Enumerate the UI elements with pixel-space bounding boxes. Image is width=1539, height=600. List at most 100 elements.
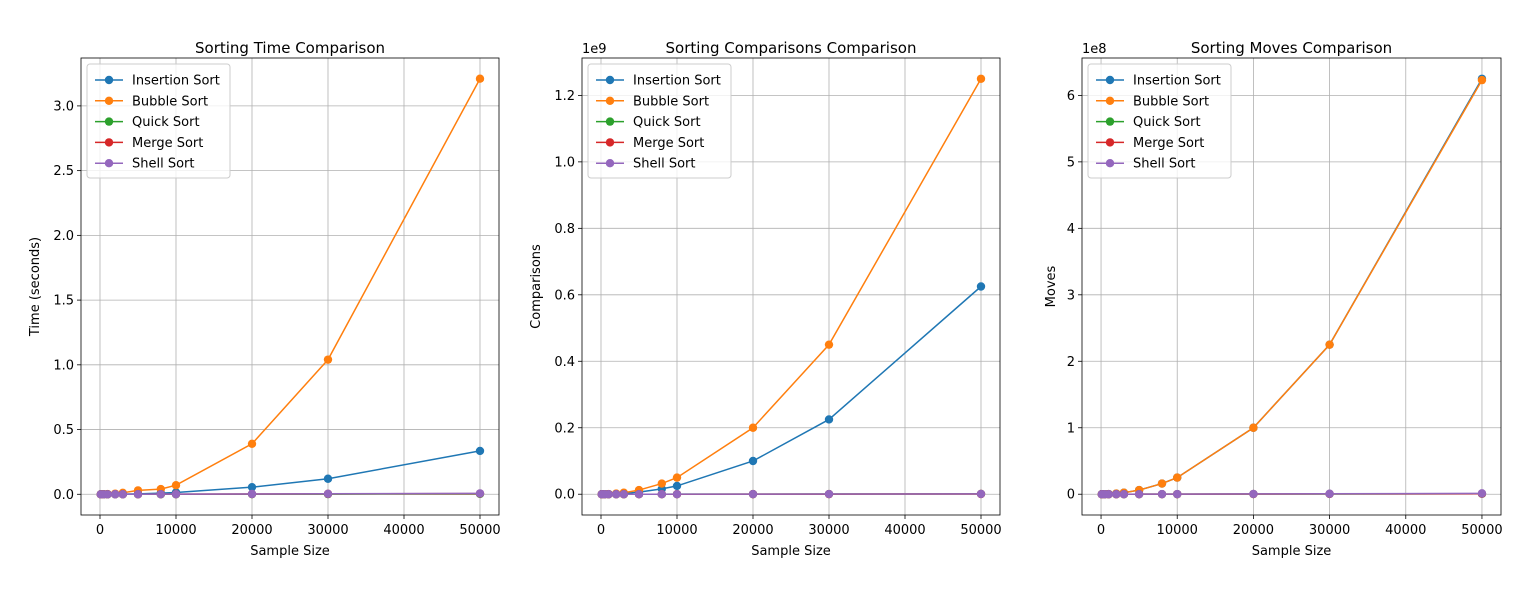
x-tick-label: 20000 [1233, 523, 1274, 538]
y-tick-label: 1.0 [53, 358, 74, 373]
data-point-bubble-sort [1477, 75, 1487, 85]
legend-marker [1105, 75, 1115, 85]
legend-marker [104, 96, 114, 106]
x-tick-label: 30000 [307, 523, 348, 538]
legend-label: Quick Sort [1133, 115, 1201, 130]
legend-label: Shell Sort [1133, 157, 1196, 172]
legend-marker [1105, 117, 1115, 126]
data-point-bubble-sort [976, 74, 986, 83]
y-tick-label: 3 [1067, 288, 1075, 303]
data-point-bubble-sort [1325, 340, 1334, 349]
legend-box [86, 63, 231, 179]
legend-marker [104, 117, 114, 126]
y-tick-label: 1.2 [554, 89, 575, 104]
y-tick-label: 6 [1067, 89, 1075, 104]
chart-title: Sorting Comparisons Comparison [666, 39, 917, 57]
data-point-insertion-sort [976, 282, 986, 291]
data-point-bubble-sort [748, 423, 758, 432]
data-point-bubble-sort [475, 74, 485, 83]
data-point-bubble-sort [323, 355, 333, 364]
x-axis-label: Sample Size [1252, 544, 1332, 559]
x-tick-label: 30000 [808, 523, 849, 538]
x-tick-label: 40000 [884, 523, 925, 538]
y-tick-label: 3.0 [53, 99, 74, 114]
data-point-shell-sort [1104, 490, 1113, 499]
data-point-shell-sort [103, 490, 112, 499]
y-axis-label: Time (seconds) [28, 237, 43, 337]
data-point-shell-sort [156, 489, 165, 499]
legend-label: Insertion Sort [1133, 74, 1221, 89]
y-axis-label: Comparisons [529, 244, 544, 329]
data-point-insertion-sort [824, 415, 834, 424]
legend-label: Bubble Sort [633, 94, 709, 109]
data-point-shell-sort [118, 490, 128, 499]
legend-marker [605, 159, 615, 168]
x-axis-label: Sample Size [751, 544, 831, 559]
axes-frame [581, 57, 1001, 516]
y-tick-label: 4 [1067, 222, 1075, 237]
y-offset-label: 1e9 [582, 42, 607, 57]
data-point-shell-sort [171, 489, 181, 499]
data-point-bubble-sort [1173, 473, 1182, 482]
y-tick-label: 1.0 [554, 155, 575, 170]
data-point-shell-sort [976, 489, 986, 499]
data-point-bubble-sort [171, 481, 181, 490]
data-point-shell-sort [1119, 489, 1129, 499]
data-point-insertion-sort [475, 446, 485, 456]
data-point-insertion-sort [323, 474, 333, 483]
data-point-shell-sort [634, 489, 644, 499]
legend-marker [605, 75, 615, 85]
x-tick-label: 10000 [656, 523, 697, 538]
data-point-shell-sort [1112, 490, 1121, 499]
legend-label: Shell Sort [633, 157, 696, 172]
x-tick-label: 0 [1097, 523, 1105, 538]
chart-title: Sorting Time Comparison [195, 39, 385, 57]
legend-marker [104, 159, 114, 168]
data-point-shell-sort [133, 490, 143, 499]
data-point-shell-sort [1173, 489, 1182, 499]
x-tick-label: 10000 [1157, 523, 1198, 538]
data-point-shell-sort [612, 490, 621, 499]
data-point-shell-sort [323, 489, 333, 498]
legend-label: Bubble Sort [1133, 94, 1209, 109]
y-tick-label: 0.0 [53, 488, 74, 503]
legend-marker [104, 75, 114, 85]
data-point-bubble-sort [672, 473, 682, 482]
y-tick-label: 5 [1067, 155, 1075, 170]
x-tick-label: 20000 [732, 523, 773, 538]
data-point-bubble-sort [824, 340, 834, 349]
legend: Insertion Sort Bubble Sort Quick Sort Merge… [1087, 63, 1232, 179]
legend-box [1087, 63, 1232, 179]
data-point-shell-sort [475, 489, 485, 498]
data-point-bubble-sort [657, 479, 666, 488]
x-tick-label: 10000 [155, 523, 196, 538]
y-offset-label: 1e8 [1082, 42, 1107, 57]
x-tick-label: 0 [597, 523, 605, 538]
data-point-insertion-sort [748, 456, 758, 466]
legend-label: Bubble Sort [132, 94, 208, 109]
y-tick-label: 0.2 [554, 421, 575, 436]
x-tick-label: 40000 [383, 523, 424, 538]
y-tick-label: 0.8 [554, 222, 575, 237]
x-tick-label: 0 [96, 523, 104, 538]
x-tick-label: 20000 [231, 523, 272, 538]
data-point-bubble-sort [1249, 423, 1258, 432]
legend-label: Quick Sort [132, 115, 200, 130]
legend: Insertion Sort Bubble Sort Quick Sort Merge… [86, 63, 231, 179]
legend-label: Merge Sort [633, 136, 704, 151]
data-point-shell-sort [824, 489, 834, 499]
legend-box [587, 63, 732, 179]
data-point-shell-sort [619, 489, 628, 499]
y-tick-label: 1.5 [53, 294, 74, 309]
chart-panel-3: 0 10000 20000 30000 40000 50000 0 1 2 3 4 5 6 Sorting… [1044, 39, 1503, 559]
legend-marker [605, 117, 615, 126]
y-tick-label: 0.4 [554, 355, 575, 370]
data-point-shell-sort [1249, 489, 1258, 499]
data-point-insertion-sort [672, 481, 682, 491]
data-point-shell-sort [1477, 489, 1487, 498]
legend-label: Merge Sort [1133, 136, 1204, 151]
y-tick-label: 1 [1067, 421, 1075, 436]
legend-marker [605, 96, 615, 106]
x-tick-label: 50000 [960, 523, 1001, 538]
x-tick-label: 40000 [1385, 523, 1426, 538]
